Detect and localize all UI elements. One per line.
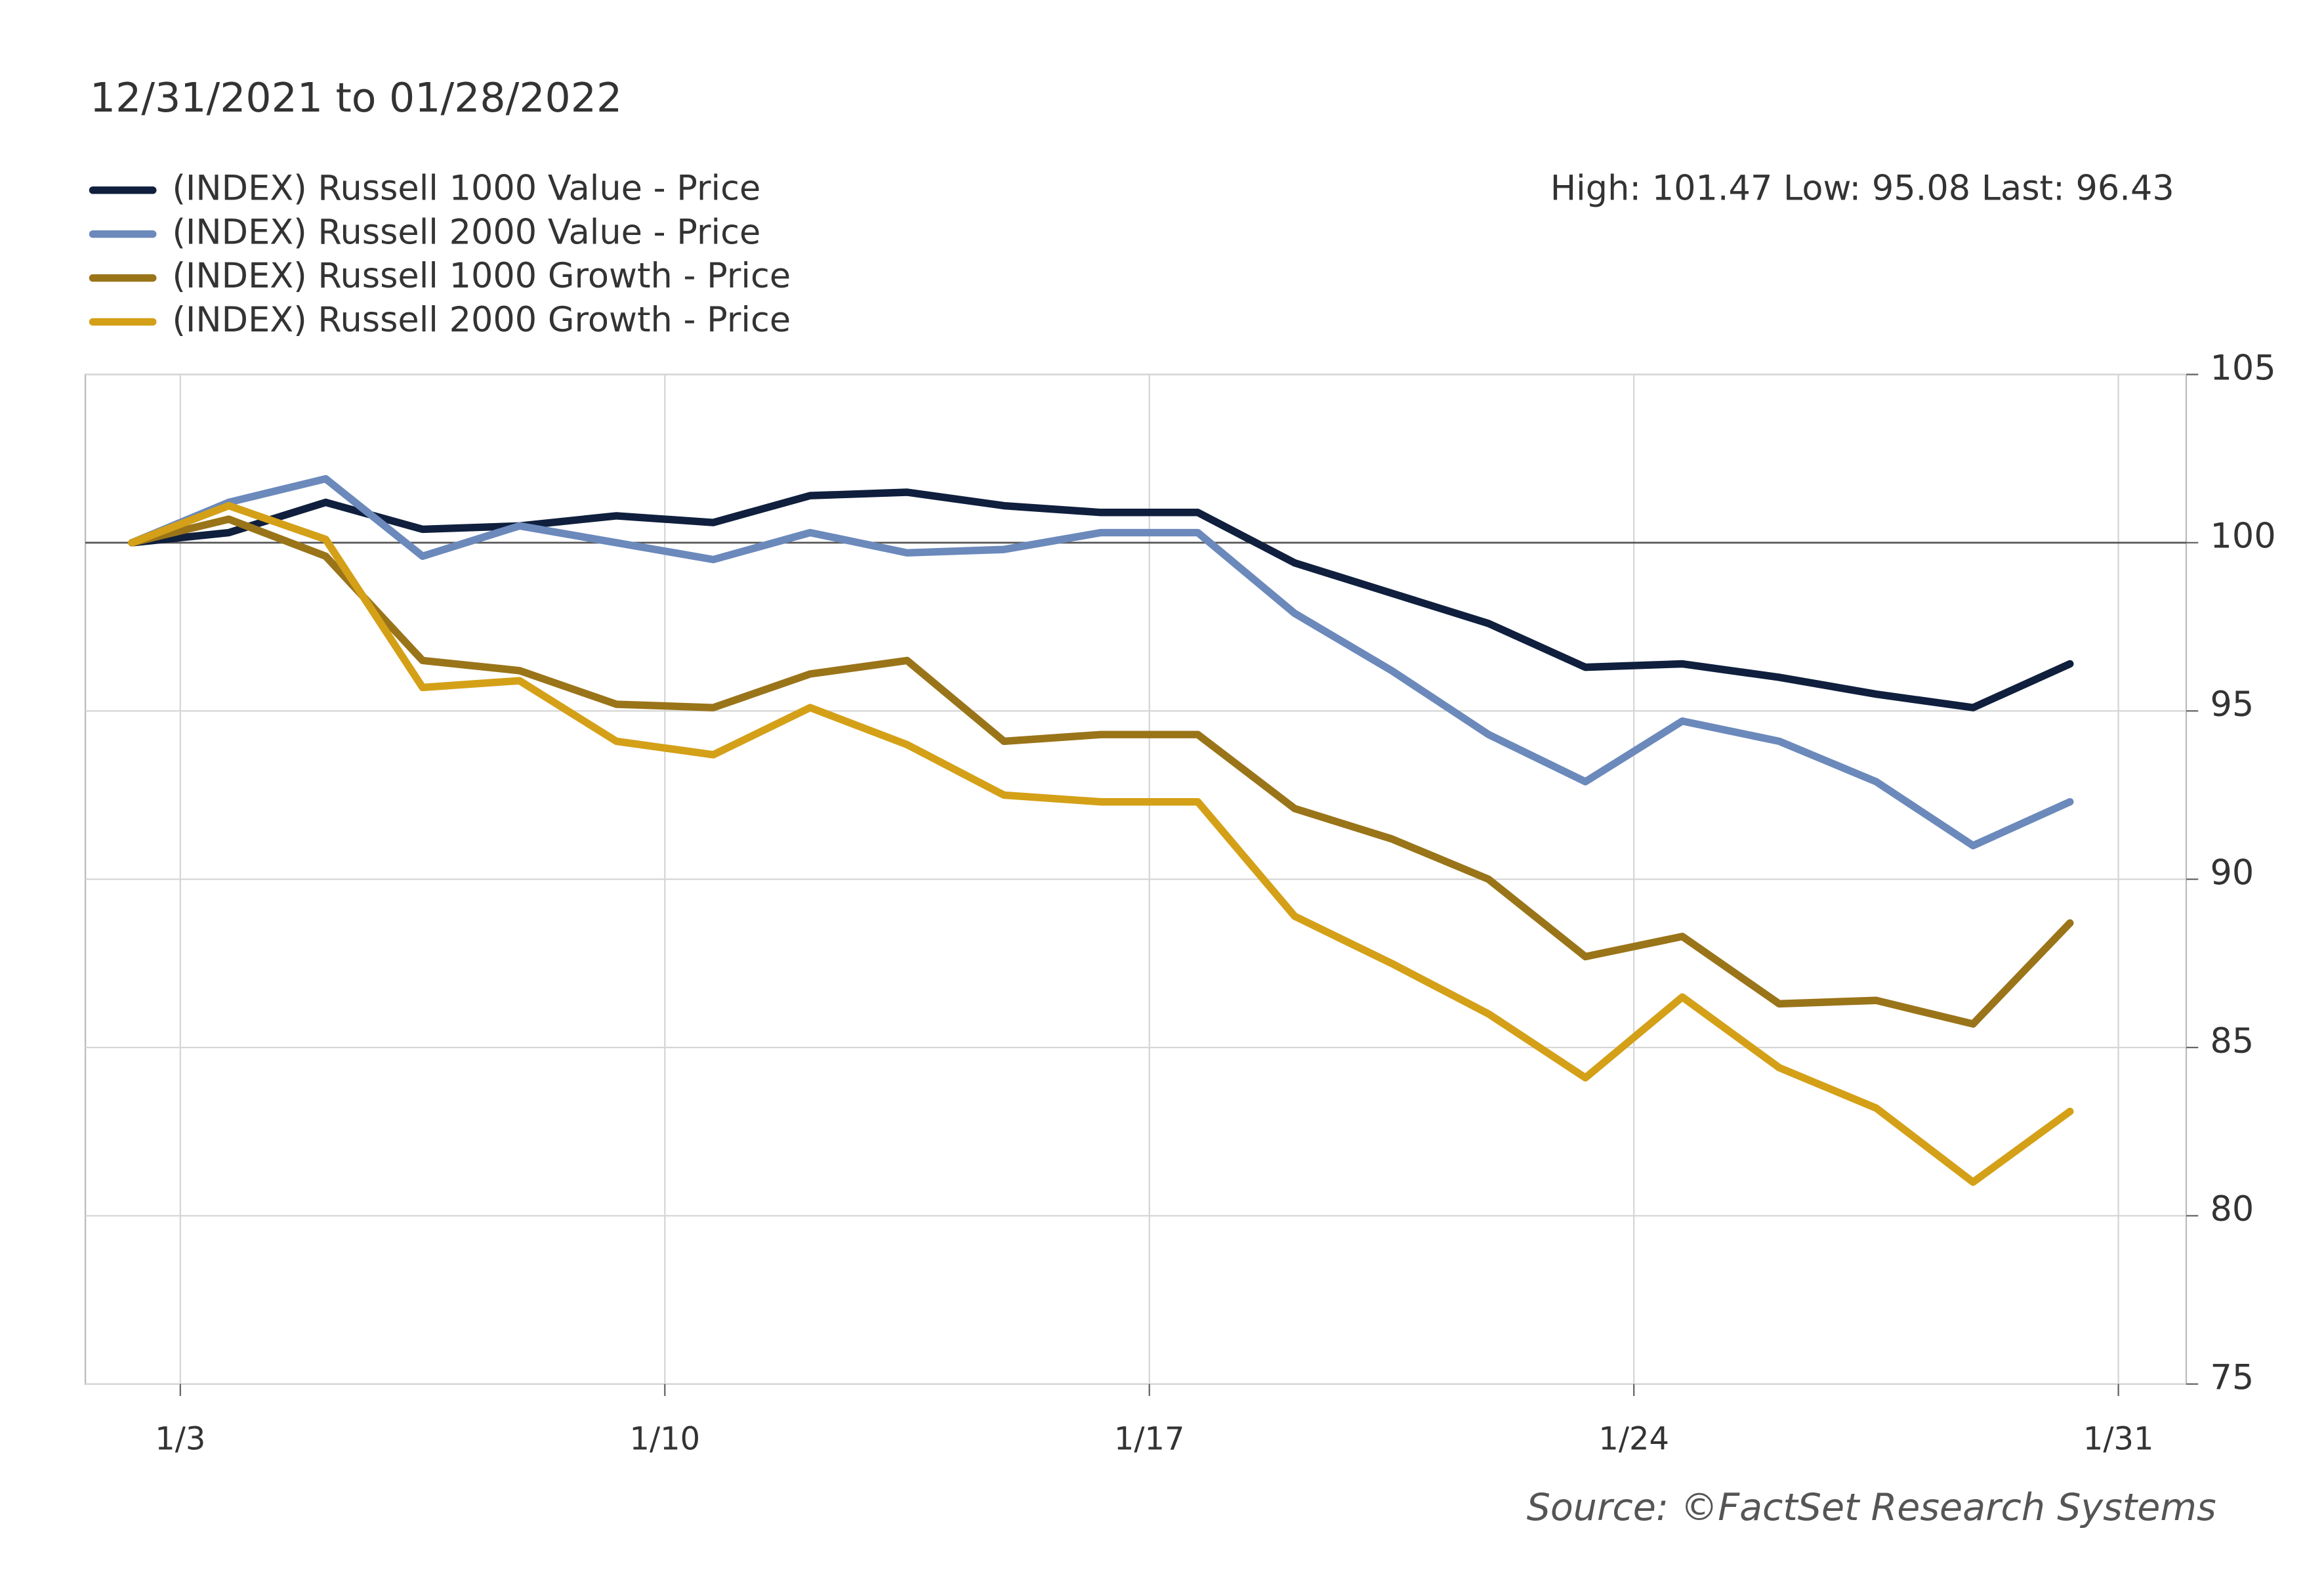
x-tick-label: 1/3 xyxy=(155,1421,205,1457)
y-tick-label: 90 xyxy=(2210,853,2254,893)
x-tick-label: 1/24 xyxy=(1598,1421,1669,1457)
y-tick-label: 95 xyxy=(2210,685,2254,725)
y-tick-label: 100 xyxy=(2210,517,2276,557)
x-tick-label: 1/10 xyxy=(629,1421,700,1457)
series-line xyxy=(128,501,2074,1186)
x-tick-label: 1/17 xyxy=(1114,1421,1185,1457)
series-line xyxy=(128,515,2074,1028)
legend-label: (INDEX) Russell 2000 Value - Price xyxy=(172,212,760,252)
series-line xyxy=(128,488,2074,711)
subtitle: 12/31/2021 to 01/28/2022 xyxy=(90,74,622,121)
source: Source: ©FactSet Research Systems xyxy=(1527,1486,2216,1529)
series-line xyxy=(128,475,2074,850)
x-tick-label: 1/31 xyxy=(2083,1421,2154,1457)
y-tick-label: 85 xyxy=(2210,1021,2254,1061)
y-tick-label: 105 xyxy=(2210,348,2276,388)
stats-annotation: High: 101.47 Low: 95.08 Last: 96.43 xyxy=(1550,168,2174,208)
y-tick-label: 75 xyxy=(2210,1358,2254,1398)
legend-label: (INDEX) Russell 1000 Value - Price xyxy=(172,168,760,208)
legend-label: (INDEX) Russell 2000 Growth - Price xyxy=(172,300,791,340)
legend-label: (INDEX) Russell 1000 Growth - Price xyxy=(172,256,791,296)
y-tick-label: 80 xyxy=(2210,1189,2254,1229)
